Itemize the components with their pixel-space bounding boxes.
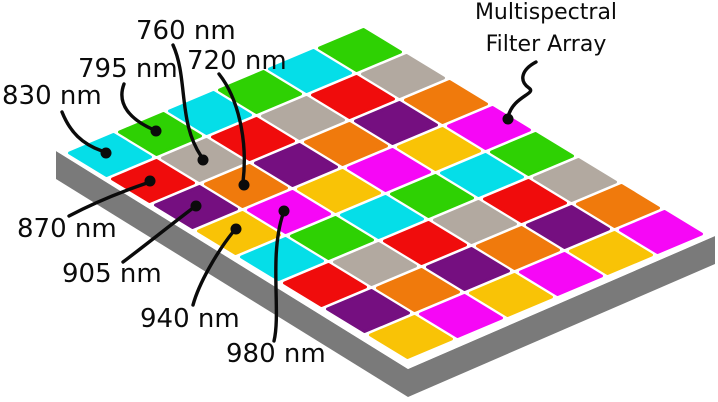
filter-tile-r4c1-green: [290, 216, 374, 260]
filter-tile-r5c1-gray: [333, 242, 417, 286]
filter-tile-r5c4-red: [483, 179, 567, 223]
leader-lines: [60, 43, 538, 343]
filter-tile-r6c2-purple: [426, 247, 510, 291]
label-940nm: 940 nm: [140, 304, 240, 334]
pointer-dot-720nm: [238, 179, 250, 191]
label-830nm: 830 nm: [2, 81, 102, 111]
pointer-dot-830nm: [100, 147, 112, 159]
pointer-dot-940nm: [230, 223, 242, 235]
leader-line-940nm: [191, 230, 235, 307]
filter-tile-r6c1-orange: [376, 268, 460, 312]
leader-line-795nm: [120, 82, 154, 131]
filter-tile-r3c4-yellow: [397, 127, 481, 171]
filter-tile-r3c3-magenta: [347, 148, 431, 192]
filter-tile-r2c3-orange: [304, 122, 388, 166]
pointer-dots: [100, 113, 514, 235]
filter-tile-r7c5-magenta: [619, 210, 703, 254]
filter-tile-r2c5-orange: [404, 80, 488, 124]
pointer-dot-905nm: [190, 200, 202, 212]
filter-tile-r5c5-gray: [533, 158, 617, 202]
filter-tile-r4c4-cyan: [440, 153, 524, 197]
filter-tile-r0c4-cyan: [268, 49, 352, 93]
pointer-dot-title: [502, 113, 514, 125]
pointer-dot-980nm: [278, 205, 290, 217]
filter-tile-r1c5-gray: [361, 54, 445, 98]
filter-tile-r5c0-red: [283, 263, 367, 307]
leader-line-980nm: [272, 212, 285, 343]
filter-tile-r3c2-yellow: [297, 169, 381, 213]
label-870nm: 870 nm: [17, 214, 117, 244]
filter-tile-r7c0-yellow: [369, 315, 453, 359]
figure-title-line2: Filter Array: [486, 32, 607, 57]
filter-tile-r7c4-yellow: [569, 231, 653, 275]
label-760nm: 760 nm: [136, 16, 236, 46]
leader-line-760nm: [171, 43, 203, 158]
filter-tile-r6c3-orange: [476, 226, 560, 270]
slab-left-side-face: [56, 151, 408, 397]
filter-tile-r5c2-red: [383, 221, 467, 265]
filter-tile-r1c3-gray: [261, 96, 345, 140]
filter-tile-r5c3-gray: [433, 200, 517, 244]
pointer-dot-870nm: [144, 175, 156, 187]
filter-tile-r4c2-cyan: [340, 195, 424, 239]
pointer-dot-795nm: [150, 125, 162, 137]
filter-tile-r1c4-red: [311, 75, 395, 119]
leader-line-905nm: [121, 206, 195, 264]
wavelength-labels: 830 nm 795 nm 760 nm 720 nm 870 nm 905 n…: [2, 16, 326, 369]
filter-tile-r6c4-purple: [526, 205, 610, 249]
label-905nm: 905 nm: [62, 259, 162, 289]
filter-tile-r2c2-purple: [254, 143, 338, 187]
leader-line-720nm: [217, 72, 246, 184]
filter-tile-r6c5-orange: [576, 184, 660, 228]
figure-title: Multispectral Filter Array: [475, 0, 617, 57]
filter-grid: [68, 28, 703, 359]
filter-tile-r4c3-green: [390, 174, 474, 218]
slab-right-side-face: [408, 236, 715, 397]
filter-tile-r2c4-purple: [354, 101, 438, 145]
filter-tile-r6c0-purple: [326, 289, 410, 333]
pointer-dot-760nm: [197, 154, 209, 166]
figure-title-line1: Multispectral: [475, 0, 617, 25]
filter-tile-r0c3-green: [218, 70, 302, 114]
label-980nm: 980 nm: [226, 339, 326, 369]
filter-tile-r7c1-magenta: [419, 294, 503, 338]
filter-tile-r0c2-cyan: [168, 91, 252, 135]
leader-line-title: [506, 60, 538, 119]
filter-tile-r7c3-magenta: [519, 252, 603, 296]
label-720nm: 720 nm: [187, 46, 287, 76]
filter-tile-r4c0-cyan: [240, 237, 324, 281]
filter-tile-r4c5-green: [490, 132, 574, 176]
filter-tile-r7c2-yellow: [469, 273, 553, 317]
label-795nm: 795 nm: [78, 54, 178, 84]
leader-line-830nm: [60, 110, 104, 153]
leader-line-870nm: [67, 181, 149, 218]
filter-tile-r0c5-green: [318, 28, 402, 72]
